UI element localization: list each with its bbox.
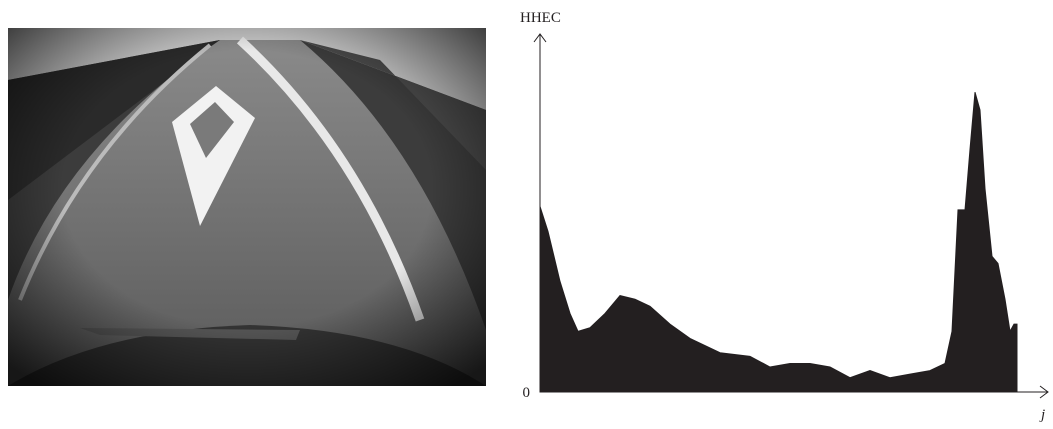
area <box>540 92 1017 392</box>
road-photo <box>8 28 486 386</box>
y-axis-label: HHEC <box>520 10 561 26</box>
figure: HHEC j 0 <box>0 0 1053 429</box>
x-axis-label: j <box>1039 407 1045 423</box>
y-tick-label: 0 <box>523 385 531 401</box>
